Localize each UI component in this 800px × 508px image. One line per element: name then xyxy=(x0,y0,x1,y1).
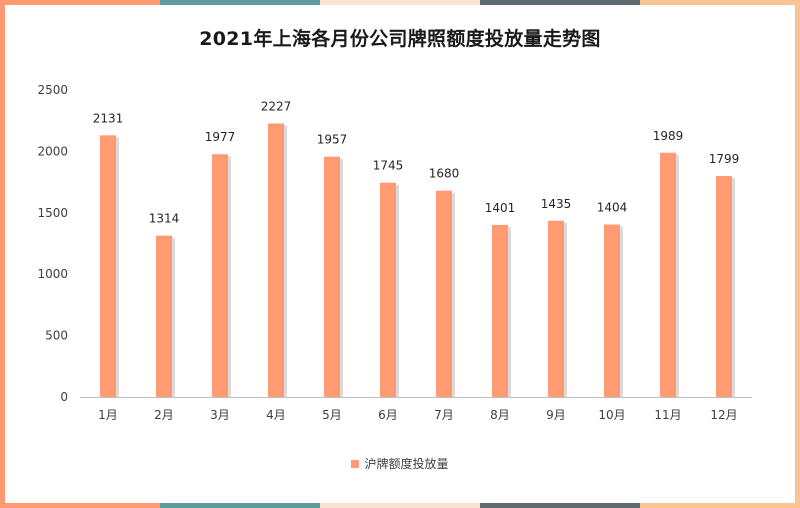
chart-title: 2021年上海各月份公司牌照额度投放量走势图 xyxy=(199,28,601,50)
stripe-segment xyxy=(640,503,800,508)
x-tick-label: 5月 xyxy=(322,408,342,422)
data-label: 1404 xyxy=(597,201,628,215)
data-label: 2227 xyxy=(261,100,292,114)
stripe-segment xyxy=(0,503,160,508)
stripe-segment xyxy=(480,503,640,508)
data-label: 1314 xyxy=(149,212,180,226)
data-label: 1977 xyxy=(205,130,236,144)
x-tick-label: 7月 xyxy=(434,408,454,422)
y-tick-label: 2500 xyxy=(37,83,68,97)
legend: 沪牌额度投放量 xyxy=(0,455,800,472)
legend-swatch xyxy=(351,459,360,468)
bar xyxy=(268,123,284,397)
decorative-right-stripe xyxy=(795,0,800,508)
y-tick-label: 1500 xyxy=(37,206,68,220)
bar xyxy=(492,224,508,397)
x-tick-label: 12月 xyxy=(710,408,737,422)
x-tick-label: 4月 xyxy=(266,408,286,422)
decorative-bottom-stripe xyxy=(0,503,800,508)
x-tick-label: 6月 xyxy=(378,408,398,422)
y-tick-label: 500 xyxy=(45,329,68,343)
data-label: 1989 xyxy=(653,129,684,143)
bar xyxy=(716,176,732,397)
x-tick-label: 3月 xyxy=(210,408,230,422)
decorative-left-stripe xyxy=(0,0,5,508)
bar xyxy=(324,156,340,397)
x-tick-label: 9月 xyxy=(546,408,566,422)
bar xyxy=(156,235,172,397)
stripe-segment xyxy=(160,0,320,5)
y-tick-label: 2000 xyxy=(37,144,68,158)
stripe-segment xyxy=(640,0,800,5)
stripe-segment xyxy=(320,0,480,5)
x-tick-label: 8月 xyxy=(490,408,510,422)
bar xyxy=(380,182,396,397)
x-tick-label: 2月 xyxy=(154,408,174,422)
bar xyxy=(100,135,116,397)
data-label: 1401 xyxy=(485,201,516,215)
data-label: 1680 xyxy=(429,167,460,181)
bar xyxy=(212,154,228,397)
bar xyxy=(660,152,676,397)
x-tick-label: 11月 xyxy=(654,408,681,422)
stripe-segment xyxy=(320,503,480,508)
y-tick-label: 0 xyxy=(60,390,68,404)
bar xyxy=(436,190,452,397)
stripe-segment xyxy=(160,503,320,508)
bar xyxy=(548,220,564,397)
x-tick-label: 1月 xyxy=(98,408,118,422)
data-label: 1799 xyxy=(709,152,740,166)
stripe-segment xyxy=(480,0,640,5)
decorative-top-stripe xyxy=(0,0,800,5)
stripe-segment xyxy=(0,0,160,5)
data-label: 2131 xyxy=(93,111,124,125)
data-label: 1745 xyxy=(373,159,404,173)
data-label: 1957 xyxy=(317,133,348,147)
x-tick-label: 10月 xyxy=(598,408,625,422)
legend-label: 沪牌额度投放量 xyxy=(364,457,449,471)
bar xyxy=(604,224,620,397)
data-label: 1435 xyxy=(541,197,572,211)
y-tick-label: 1000 xyxy=(37,267,68,281)
